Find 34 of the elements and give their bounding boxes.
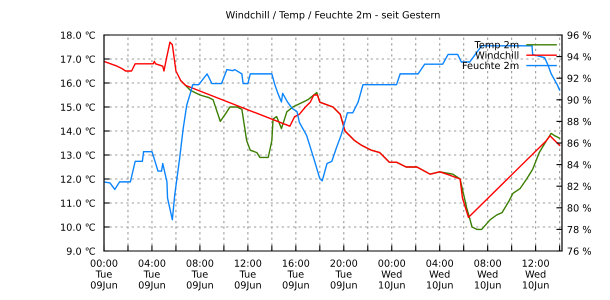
y-tick-label: 16.0 ℃ — [61, 79, 95, 87]
y2-tick-label: 84 % — [568, 161, 592, 168]
x-tick-label: 12:00 Tue 09Jun — [234, 260, 262, 290]
y2-tick-label: 86 % — [568, 139, 592, 147]
y2-tick-label: 90 % — [567, 96, 592, 104]
y2-tick-label: 88 % — [568, 118, 592, 126]
y2-tick-label: 92 % — [567, 74, 592, 82]
y2-tick-label: 96 % — [567, 31, 592, 39]
y-tick-label: 18.0 ℃ — [61, 31, 95, 39]
x-tick-label: 04:00 Tue 09Jun — [138, 260, 166, 290]
x-tick-label: 16:00 Tue 09Jun — [282, 260, 310, 290]
x-tick-label: 00:00 Wed 10Jun — [378, 260, 406, 290]
y-tick-label: 9.0 ℃ — [66, 247, 95, 255]
legend-label: Windchill — [476, 51, 518, 59]
x-tick-label: 04:00 Wed 10Jun — [426, 260, 454, 290]
y-tick-label: 11.0 ℃ — [61, 199, 95, 207]
x-tick-label: 08:00 Tue 09Jun — [186, 260, 214, 290]
y2-tick-label: 80 % — [568, 204, 592, 212]
x-tick-label: 08:00 Wed 10Jun — [474, 260, 502, 290]
y-tick-label: 12.0 ℃ — [61, 175, 95, 183]
y2-tick-label: 94 % — [567, 53, 592, 60]
chart-title: Windchill / Temp / Feuchte 2m - seit Gestern — [226, 10, 440, 20]
x-tick-label: 12:00 Wed 10Jun — [522, 260, 549, 290]
y-tick-label: 17.0 ℃ — [61, 55, 95, 63]
y-tick-label: 10.0 ℃ — [61, 223, 95, 231]
y2-tick-label: 78 % — [568, 226, 592, 234]
y-tick-label: 14.0 ℃ — [61, 127, 95, 135]
legend-label: Feuchte 2m — [462, 62, 518, 70]
y-tick-label: 13.0 ℃ — [61, 151, 95, 159]
x-tick-label: 00:00 Tue 09Jun — [90, 260, 118, 290]
y2-tick-label: 76 % — [568, 247, 592, 255]
y-tick-label: 15.0 ℃ — [61, 103, 95, 111]
y2-tick-label: 82 % — [568, 182, 592, 190]
x-tick-label: 20:00 Tue 09Jun — [330, 260, 358, 290]
